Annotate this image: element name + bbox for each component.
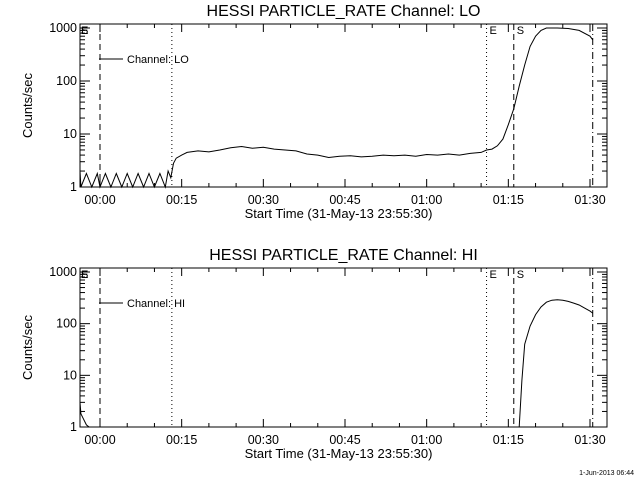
plot-timestamp: 1-Jun-2013 06:44 <box>579 470 634 477</box>
marker-label-s: S <box>81 25 88 37</box>
y-tick-label: 1000 <box>49 21 77 35</box>
x-tick-label: 00:00 <box>84 433 115 447</box>
x-tick-label: 00:45 <box>329 433 360 447</box>
marker-label-s: S <box>517 269 524 281</box>
x-tick-label: 00:30 <box>248 193 279 207</box>
x-tick-label: 00:15 <box>166 433 197 447</box>
plot-frame <box>79 23 608 188</box>
y-tick-label: 10 <box>63 368 77 382</box>
y-tick-label: 1 <box>70 180 77 194</box>
x-tick-label: 01:15 <box>493 433 524 447</box>
marker-label-s: S <box>81 269 88 281</box>
x-tick-label: 00:45 <box>329 193 360 207</box>
x-tick-label: 00:15 <box>166 193 197 207</box>
marker-label-e: E <box>490 269 497 281</box>
x-tick-label: 01:30 <box>574 193 605 207</box>
x-tick-label: 01:00 <box>411 433 442 447</box>
chart-panel-hi: HESSI PARTICLE_RATE Channel: HI 1 10 100 100… <box>20 247 608 461</box>
marker-label-e: E <box>81 25 88 37</box>
y-tick-label: 10 <box>63 127 77 141</box>
y-tick-label: 1000 <box>49 265 77 279</box>
chart-title: HESSI PARTICLE_RATE Channel: HI <box>209 247 478 264</box>
marker-label-e: E <box>490 25 497 37</box>
x-tick-label: 01:00 <box>411 193 442 207</box>
series-line <box>518 299 593 428</box>
x-tick-label: 00:30 <box>248 433 279 447</box>
x-tick-label: 01:15 <box>493 193 524 207</box>
y-tick-label: 100 <box>56 74 77 88</box>
x-tick-label: 00:00 <box>84 193 115 207</box>
legend-label: Channel: LO <box>127 54 189 66</box>
series-line <box>79 354 90 428</box>
x-axis-label: Start Time (31-May-13 23:55:30) <box>245 206 433 221</box>
y-tick-label: 1 <box>70 420 77 434</box>
marker-label-e: E <box>81 269 88 281</box>
x-tick-label: 01:30 <box>574 433 605 447</box>
plot-frame <box>79 267 608 428</box>
y-axis-label: Counts/sec <box>20 72 35 138</box>
series-line <box>79 27 594 189</box>
y-axis-label: Counts/sec <box>20 314 35 380</box>
chart-title: HESSI PARTICLE_RATE Channel: LO <box>207 3 481 20</box>
chart-panel-lo: HESSI PARTICLE_RATE Channel: LO 1 10 100 100… <box>20 3 608 221</box>
marker-label-s: S <box>517 25 524 37</box>
y-tick-label: 100 <box>56 317 77 331</box>
x-axis-label: Start Time (31-May-13 23:55:30) <box>245 446 433 461</box>
legend-label: Channel: HI <box>127 298 185 310</box>
